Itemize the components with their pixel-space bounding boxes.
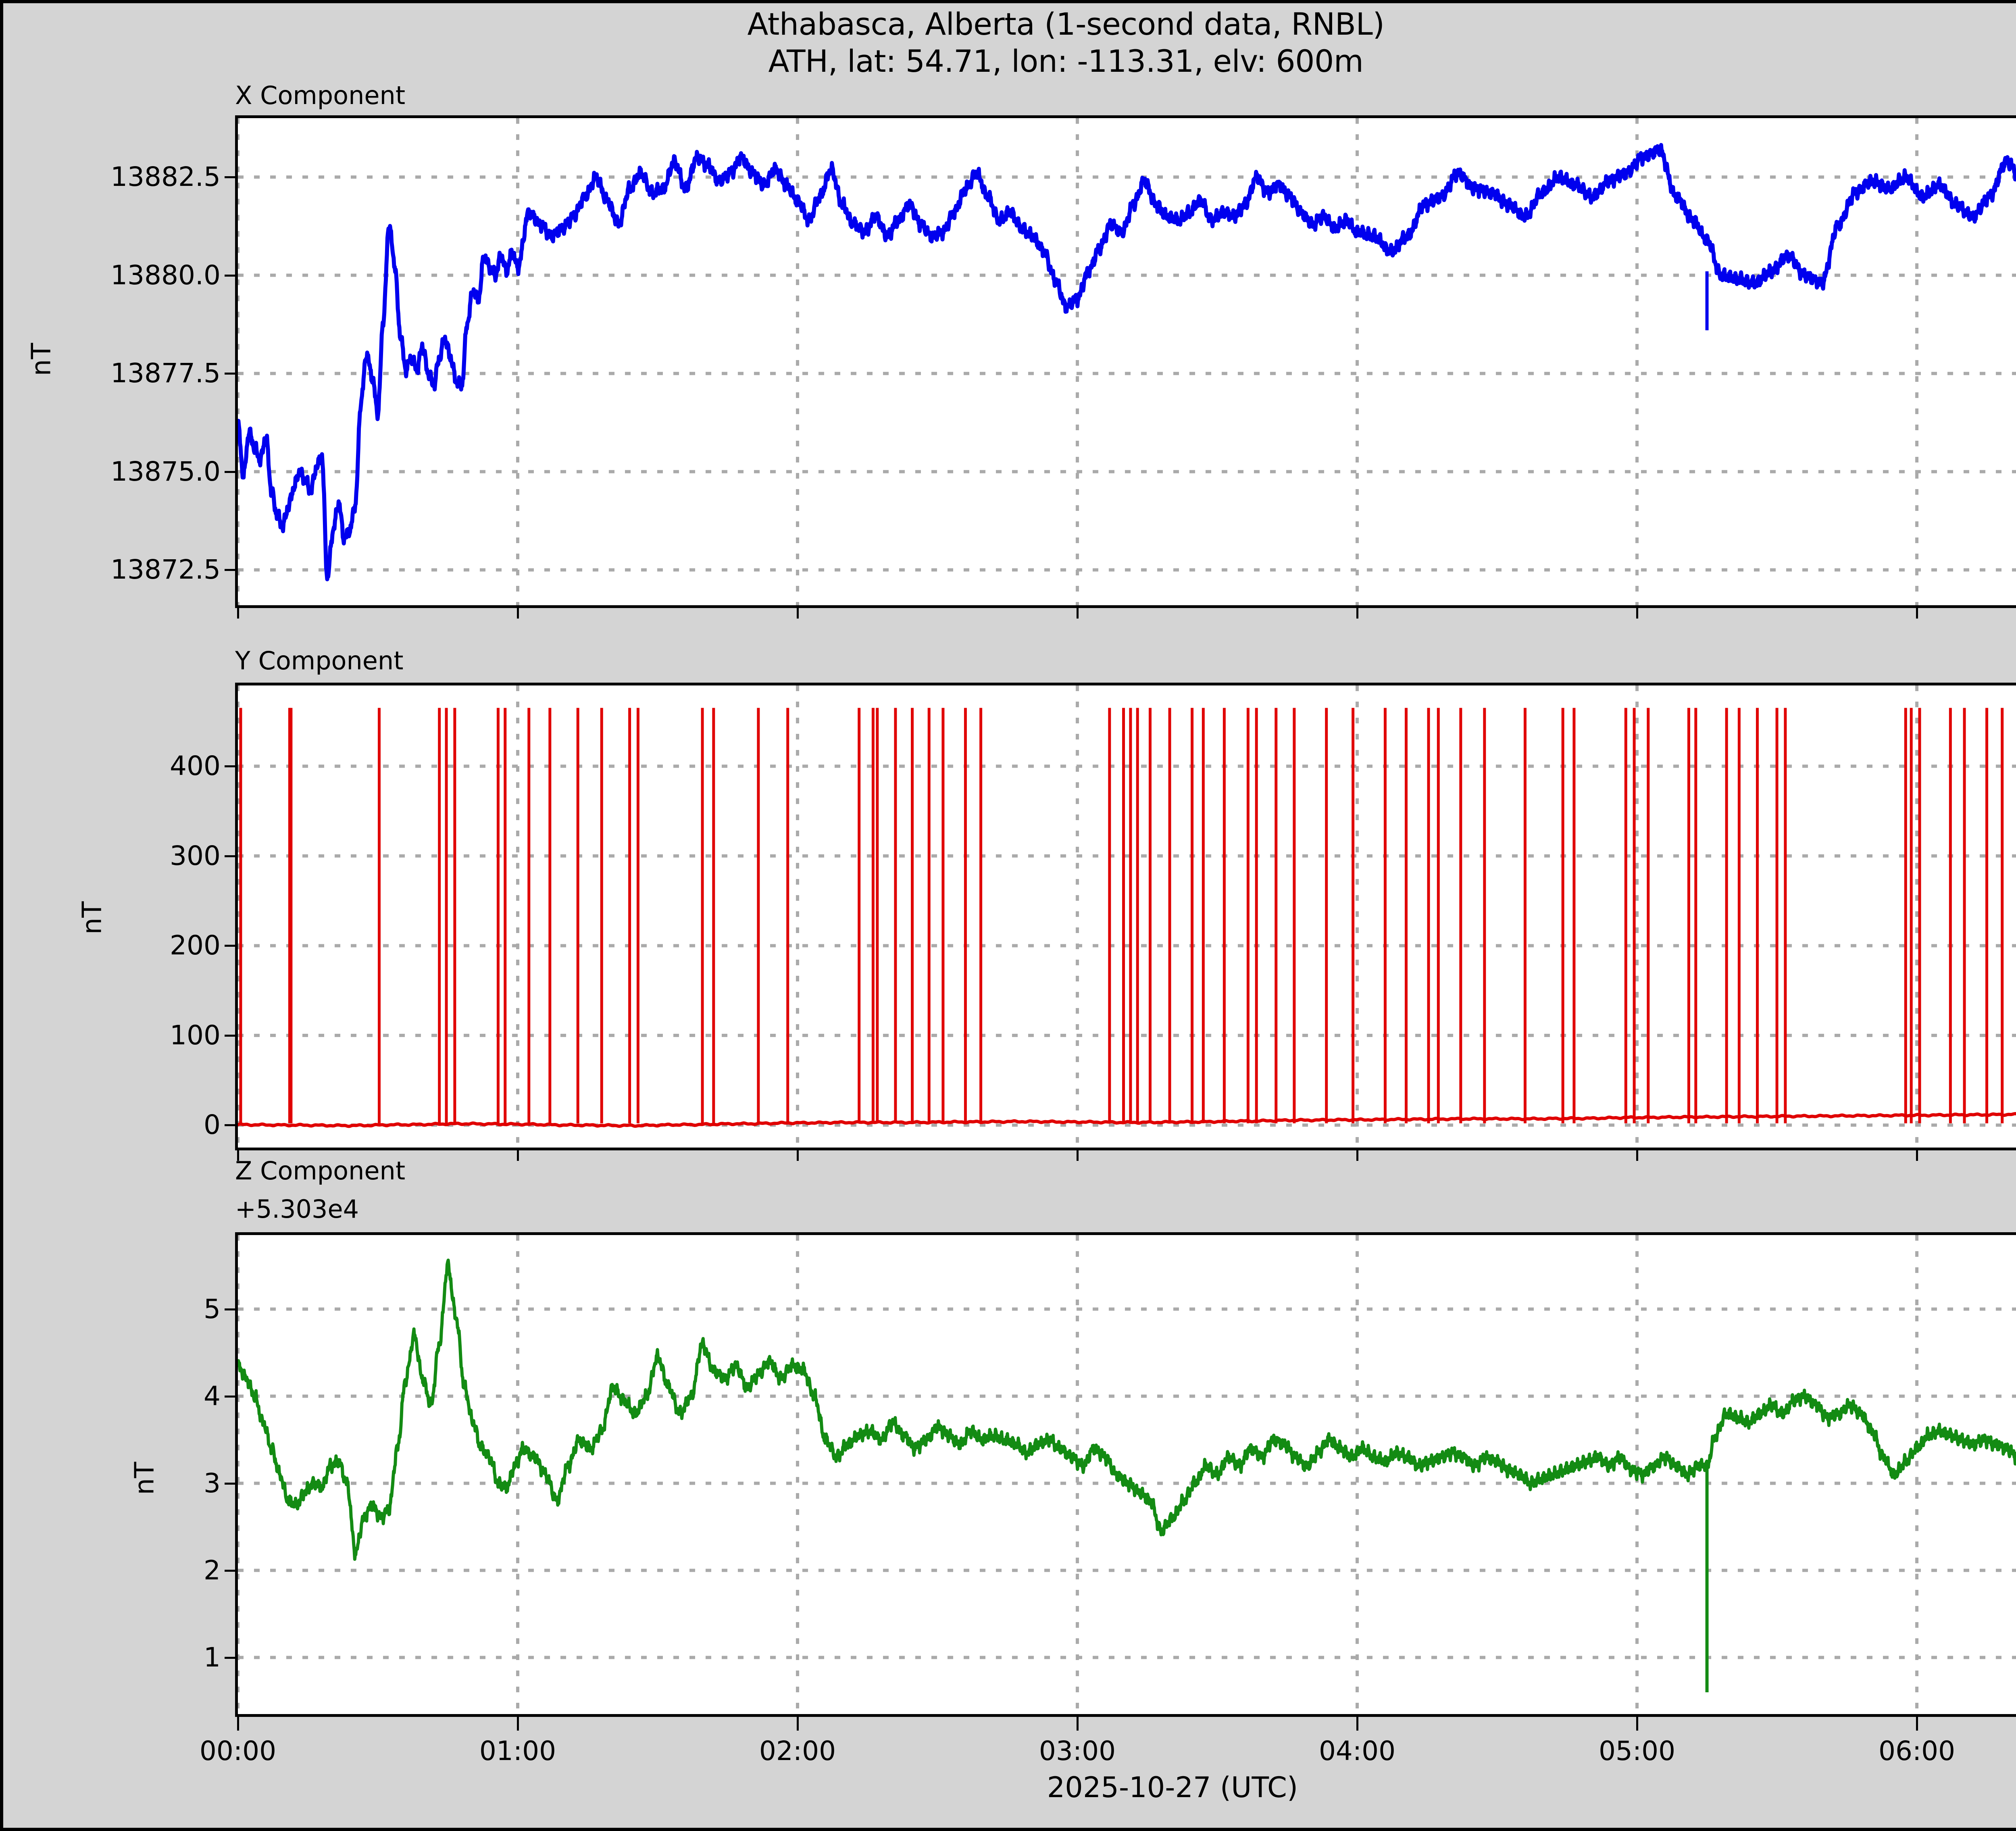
data-trace: [238, 143, 2016, 581]
y-tick-label: 3: [204, 1467, 221, 1499]
y-tick-mark: [225, 176, 235, 179]
x-tick-mark: [797, 1717, 799, 1731]
figure-title: Athabasca, Alberta (1-second data, RNBL)…: [3, 6, 2016, 80]
x-tick-mark: [1916, 1717, 1918, 1731]
x-tick-mark: [1636, 608, 1639, 619]
title-line-1: Athabasca, Alberta (1-second data, RNBL): [747, 6, 1385, 42]
x-component-label: X Component: [235, 81, 406, 110]
x-tick-mark: [1077, 1150, 1079, 1161]
y-tick-mark: [225, 1034, 235, 1037]
y-tick-mark: [225, 855, 235, 857]
x-tick-label: 00:00: [199, 1735, 277, 1766]
x-tick-mark: [1356, 1150, 1359, 1161]
y-tick-label: 13877.5: [110, 358, 221, 389]
y-tick-label: 400: [170, 750, 221, 782]
y-tick-mark: [225, 373, 235, 375]
x-tick-mark: [1077, 608, 1079, 619]
x-tick-mark: [797, 608, 799, 619]
y-tick-label: 4: [204, 1380, 221, 1412]
x-tick-label: 01:00: [479, 1735, 556, 1766]
y-tick-mark: [225, 569, 235, 571]
y-tick-mark: [225, 471, 235, 473]
z-component-label: Z Component: [235, 1156, 406, 1185]
x-tick-label: 02:00: [759, 1735, 836, 1766]
x-tick-mark: [237, 1717, 239, 1731]
x-tick-label: 04:00: [1318, 1735, 1396, 1766]
y-tick-label: 300: [170, 840, 221, 871]
y-tick-label: 13872.5: [110, 554, 221, 585]
x-tick-mark: [1356, 1717, 1359, 1731]
y-tick-label: 13882.5: [110, 161, 221, 193]
y-tick-mark: [225, 1569, 235, 1572]
y-tick-mark: [225, 1308, 235, 1310]
y-tick-mark: [225, 765, 235, 768]
x-tick-mark: [1356, 608, 1359, 619]
x-tick-mark: [517, 1150, 519, 1161]
y-tick-mark: [225, 945, 235, 947]
y-tick-mark: [225, 1482, 235, 1485]
x-tick-mark: [1916, 608, 1918, 619]
y-tick-label: 13875.0: [110, 456, 221, 487]
x-tick-mark: [1916, 1150, 1918, 1161]
y-tick-label: 5: [204, 1293, 221, 1325]
x-tick-mark: [517, 608, 519, 619]
y-tick-mark: [225, 274, 235, 277]
data-trace: [238, 1258, 2016, 1561]
z-offset-label: +5.303e4: [235, 1194, 359, 1224]
x-tick-label: 03:00: [1039, 1735, 1116, 1766]
x-tick-label: 06:00: [1878, 1735, 1956, 1766]
z-component-plot[interactable]: [235, 1232, 2016, 1717]
x-tick-mark: [797, 1150, 799, 1161]
x-tick-mark: [1077, 1717, 1079, 1731]
y-component-plot[interactable]: [235, 683, 2016, 1150]
x-component-plot[interactable]: [235, 115, 2016, 608]
x-tick-mark: [237, 1150, 239, 1161]
y-tick-mark: [225, 1124, 235, 1127]
x-tick-mark: [237, 608, 239, 619]
x-axis-label: 2025-10-27 (UTC): [1047, 1771, 1298, 1804]
y-tick-label: 100: [170, 1019, 221, 1051]
title-line-2: ATH, lat: 54.71, lon: -113.31, elv: 600m: [768, 43, 1364, 79]
y-tick-label: 13880.0: [110, 259, 221, 291]
data-trace-baseline: [238, 1112, 2016, 1128]
x-tick-mark: [1636, 1150, 1639, 1161]
y-tick-label: 1: [204, 1641, 221, 1673]
y-tick-label: 0: [204, 1109, 221, 1141]
figure-canvas: Athabasca, Alberta (1-second data, RNBL)…: [3, 3, 2016, 1828]
x-tick-label: 05:00: [1598, 1735, 1676, 1766]
y-component-label: Y Component: [235, 646, 404, 675]
x-tick-mark: [517, 1717, 519, 1731]
x-tick-mark: [1636, 1717, 1639, 1731]
y-tick-label: 2: [204, 1554, 221, 1586]
y-tick-label: 200: [170, 930, 221, 961]
y-tick-mark: [225, 1395, 235, 1398]
y-tick-mark: [225, 1656, 235, 1659]
